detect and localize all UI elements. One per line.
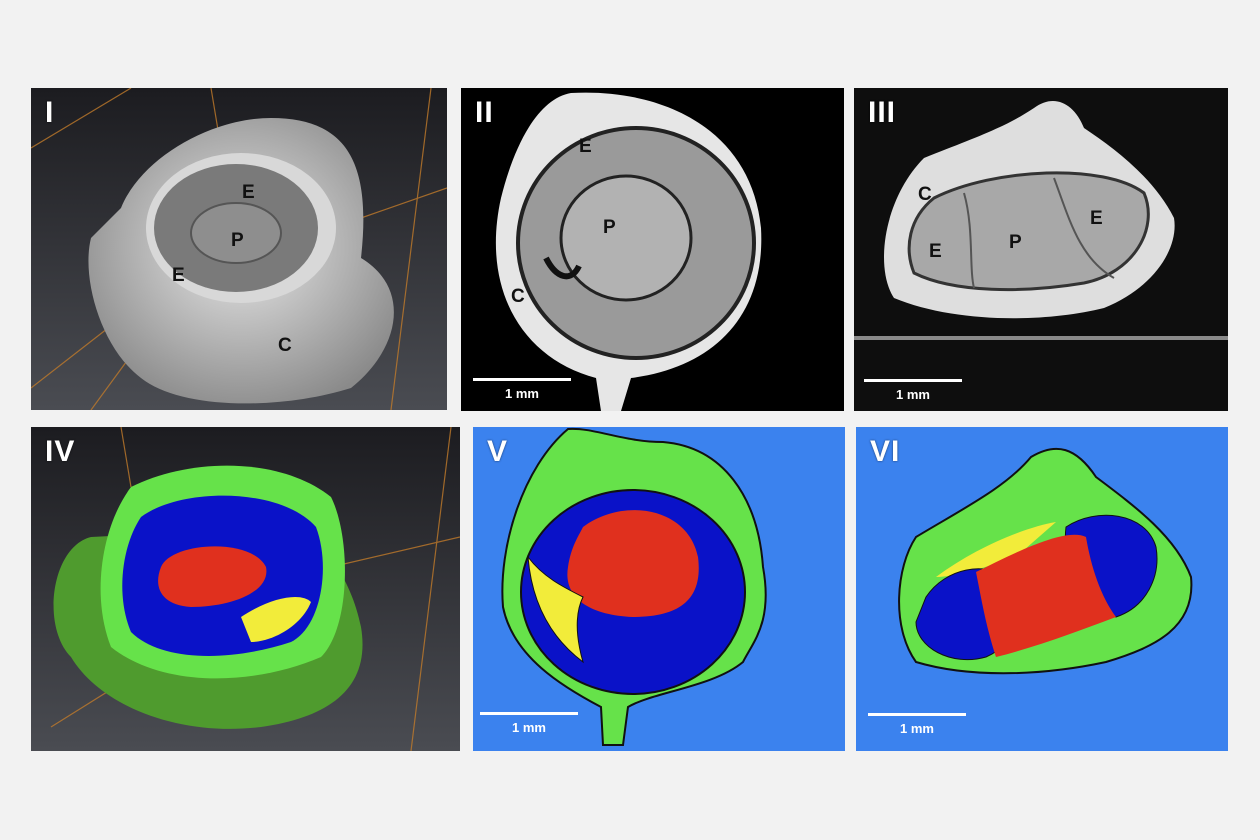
panel-label: IV bbox=[45, 435, 76, 468]
panel-I-image bbox=[31, 88, 447, 410]
pulp-label: P bbox=[231, 230, 244, 251]
enamel-label: E bbox=[1090, 208, 1103, 229]
cement-label: C bbox=[511, 286, 525, 307]
panel-II: II E P C 1 mm bbox=[461, 88, 844, 411]
panel-VI-void bbox=[936, 522, 1056, 577]
scale-bar: 1 mm bbox=[480, 712, 578, 735]
panel-label: III bbox=[868, 96, 897, 129]
pulp-label: P bbox=[1009, 232, 1022, 253]
panel-IV-image bbox=[31, 427, 460, 751]
panel-VI: VI 1 mm bbox=[856, 427, 1228, 751]
scale-bar-label: 1 mm bbox=[900, 721, 934, 736]
scale-bar-line bbox=[473, 378, 571, 381]
panel-III-image bbox=[854, 88, 1228, 411]
panel-V-image bbox=[473, 427, 845, 751]
panel-IV: IV bbox=[31, 427, 460, 751]
panel-II-image bbox=[461, 88, 844, 411]
scale-bar-line bbox=[864, 379, 962, 382]
scale-bar: 1 mm bbox=[868, 713, 966, 736]
enamel-label: E bbox=[579, 136, 592, 157]
panel-IV-void bbox=[241, 597, 311, 642]
panel-III: III C E P E 1 mm bbox=[854, 88, 1228, 411]
scale-bar: 1 mm bbox=[473, 378, 571, 401]
panel-label: I bbox=[45, 96, 55, 129]
cement-label: C bbox=[278, 335, 292, 356]
enamel-label: E bbox=[172, 265, 185, 286]
enamel-label: E bbox=[242, 182, 255, 203]
panel-VI-image bbox=[856, 427, 1228, 751]
panel-V: V 1 mm bbox=[473, 427, 845, 751]
panel-I: I E P E C bbox=[31, 88, 447, 410]
panel-V-void bbox=[527, 555, 584, 664]
panel-label: VI bbox=[870, 435, 901, 468]
panel-label: II bbox=[475, 96, 494, 129]
panel-IV-pulp bbox=[158, 546, 267, 607]
scale-bar: 1 mm bbox=[864, 379, 962, 402]
scale-bar-label: 1 mm bbox=[505, 386, 539, 401]
panel-V-pulp bbox=[567, 510, 699, 617]
pulp-label: P bbox=[603, 217, 616, 238]
scale-bar-line bbox=[480, 712, 578, 715]
scale-bar-line bbox=[868, 713, 966, 716]
scale-bar-label: 1 mm bbox=[896, 387, 930, 402]
scale-bar-label: 1 mm bbox=[512, 720, 546, 735]
enamel-label: E bbox=[929, 241, 942, 262]
panel-VI-pulp bbox=[976, 534, 1116, 657]
cement-label: C bbox=[918, 184, 932, 205]
panel-label: V bbox=[487, 435, 509, 468]
